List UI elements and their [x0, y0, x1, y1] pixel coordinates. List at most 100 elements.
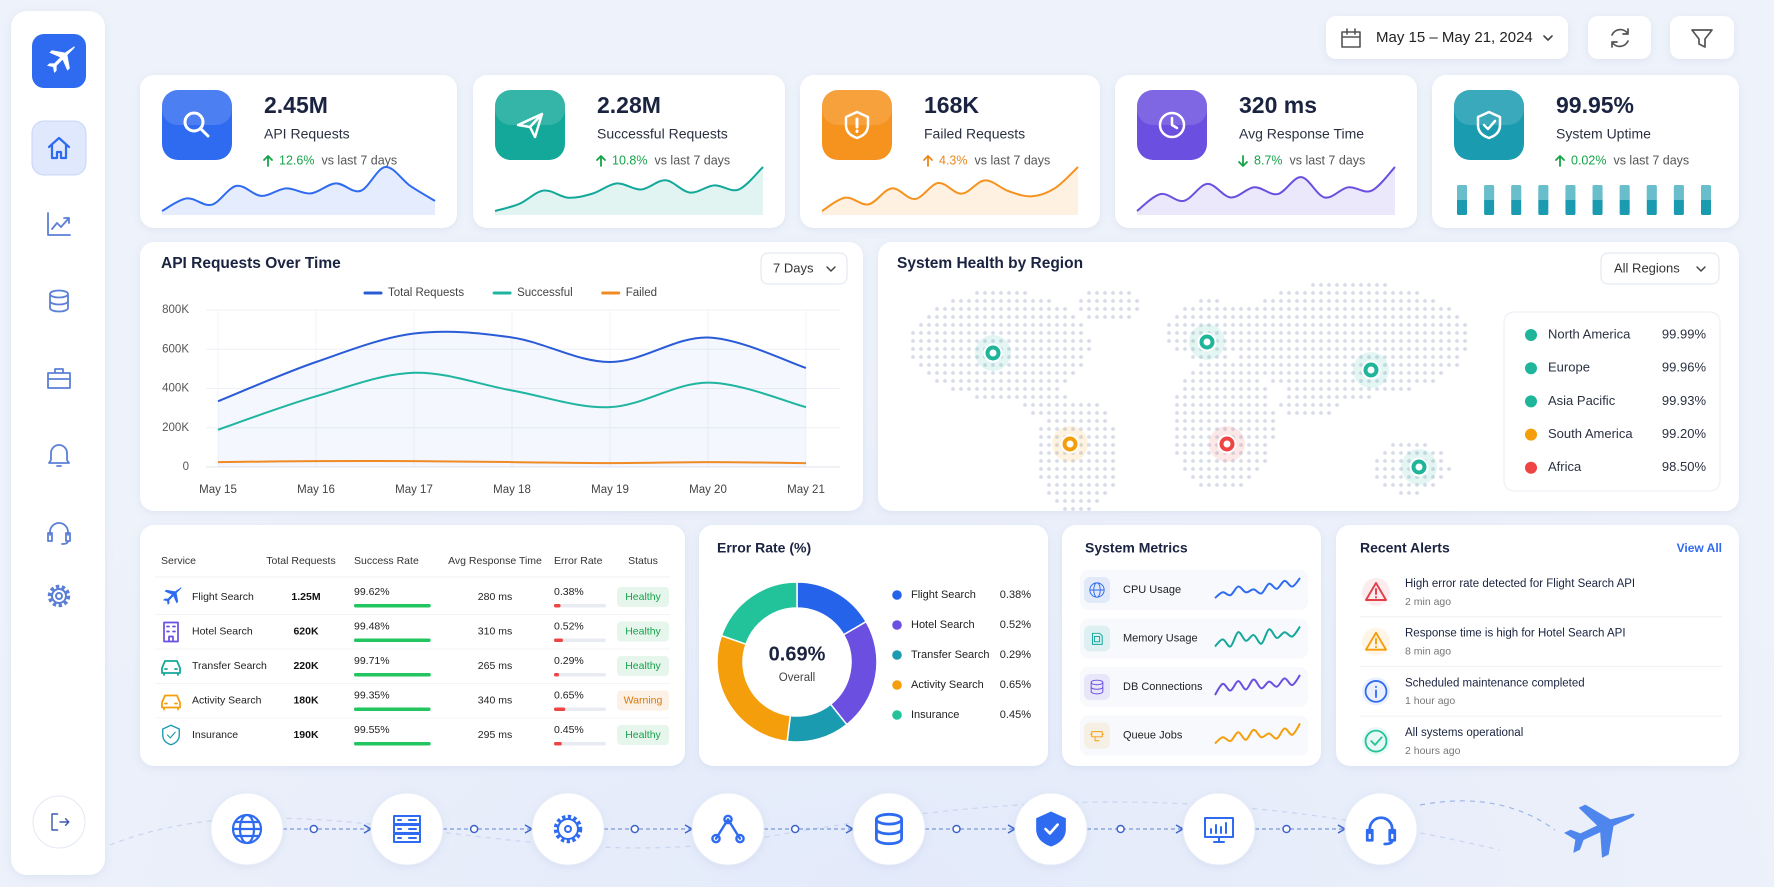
map-dot — [1207, 467, 1211, 471]
map-dot — [1055, 387, 1059, 391]
map-dot — [999, 379, 1003, 383]
map-dot — [1263, 451, 1267, 455]
kpi-sparkline — [161, 166, 436, 212]
pipeline-node — [691, 792, 765, 866]
sidebar — [11, 11, 105, 875]
metric-icon — [1089, 582, 1105, 598]
map-dot — [959, 347, 963, 351]
map-dot — [1199, 315, 1203, 319]
map-dot — [1215, 435, 1219, 439]
status-label: Healthy — [625, 660, 661, 672]
map-dot — [1015, 331, 1019, 335]
success-bar — [354, 742, 431, 746]
map-dot — [1111, 427, 1115, 431]
map-dot — [1023, 379, 1027, 383]
alert-text: High error rate detected for Flight Sear… — [1405, 578, 1635, 590]
map-dot — [1047, 307, 1051, 311]
map-dot — [1047, 355, 1051, 359]
uptime-bar-gloss — [1619, 185, 1630, 200]
pipeline-dot — [309, 824, 319, 834]
map-dot — [1287, 339, 1291, 343]
map-dot — [1215, 323, 1219, 327]
legend-dot — [892, 590, 902, 600]
map-dot — [943, 355, 947, 359]
logo-plane — [47, 46, 75, 73]
map-dot — [1095, 443, 1099, 447]
map-dot — [1343, 307, 1347, 311]
map-dot — [1079, 403, 1083, 407]
map-dot — [1095, 299, 1099, 303]
map-dot — [1063, 339, 1067, 343]
map-dot — [911, 339, 915, 343]
map-dot — [1319, 299, 1323, 303]
map-dot — [1199, 395, 1203, 399]
map-dot — [1191, 459, 1195, 463]
map-dot — [1391, 323, 1395, 327]
view-all-link[interactable]: View All — [1677, 541, 1722, 555]
map-dot — [999, 307, 1003, 311]
map-dot — [1039, 355, 1043, 359]
map-dot — [1055, 467, 1059, 471]
success-rate: 99.35% — [354, 689, 390, 701]
map-dot — [975, 315, 979, 319]
map-dot — [1279, 363, 1283, 367]
metric-name: Queue Jobs — [1123, 729, 1183, 741]
y-tick-label: 600K — [162, 343, 189, 355]
map-dot — [1007, 395, 1011, 399]
map-dot — [1239, 379, 1243, 383]
kpi-sparkline-area — [162, 166, 435, 215]
map-dot — [1439, 307, 1443, 311]
map-dot — [1287, 355, 1291, 359]
map-dot — [1087, 347, 1091, 351]
map-dot — [1239, 307, 1243, 311]
alert-text: All systems operational — [1405, 727, 1523, 739]
map-dot — [1367, 307, 1371, 311]
map-dot — [1095, 499, 1099, 503]
metric-sparkline — [1214, 625, 1301, 648]
map-dot — [1023, 323, 1027, 327]
map-dot — [1439, 459, 1443, 463]
map-dot — [1455, 331, 1459, 335]
map-dot — [1255, 355, 1259, 359]
map-dot — [919, 323, 923, 327]
map-dot — [1223, 411, 1227, 415]
map-dot — [1079, 427, 1083, 431]
map-dot — [1119, 315, 1123, 319]
map-dot — [951, 387, 955, 391]
map-dot — [1391, 339, 1395, 343]
map-dot — [1247, 387, 1251, 391]
map-dot — [1319, 339, 1323, 343]
kpi-value: 99.95% — [1556, 92, 1634, 118]
map-dot — [1199, 387, 1203, 391]
map-dot — [1271, 371, 1275, 375]
map-dot — [1271, 419, 1275, 423]
map-dot — [1239, 331, 1243, 335]
map-dot — [1175, 427, 1179, 431]
map-dot — [1111, 315, 1115, 319]
kpi-value: 2.45M — [264, 92, 328, 118]
filter-button — [1670, 16, 1734, 59]
map-dot — [1415, 331, 1419, 335]
map-dot — [1327, 331, 1331, 335]
map-dot — [1103, 467, 1107, 471]
map-dot — [1055, 475, 1059, 479]
kpi-icon-gloss — [162, 90, 232, 125]
map-dot — [991, 299, 995, 303]
success-rate: 99.62% — [354, 586, 390, 598]
success-bar — [354, 638, 431, 642]
map-dot — [1431, 371, 1435, 375]
map-dot — [1319, 315, 1323, 319]
map-dot — [999, 299, 1003, 303]
alert-time: 2 min ago — [1405, 596, 1451, 608]
map-dot — [1391, 379, 1395, 383]
map-dot — [1311, 387, 1315, 391]
map-dot — [1015, 387, 1019, 391]
map-dot — [1031, 395, 1035, 399]
map-dot — [1279, 371, 1283, 375]
map-dot — [1351, 331, 1355, 335]
region-value: 98.50% — [1662, 459, 1707, 474]
map-dot — [1103, 299, 1107, 303]
map-dot — [1079, 323, 1083, 327]
map-dot — [1087, 411, 1091, 415]
map-dot — [1343, 299, 1347, 303]
